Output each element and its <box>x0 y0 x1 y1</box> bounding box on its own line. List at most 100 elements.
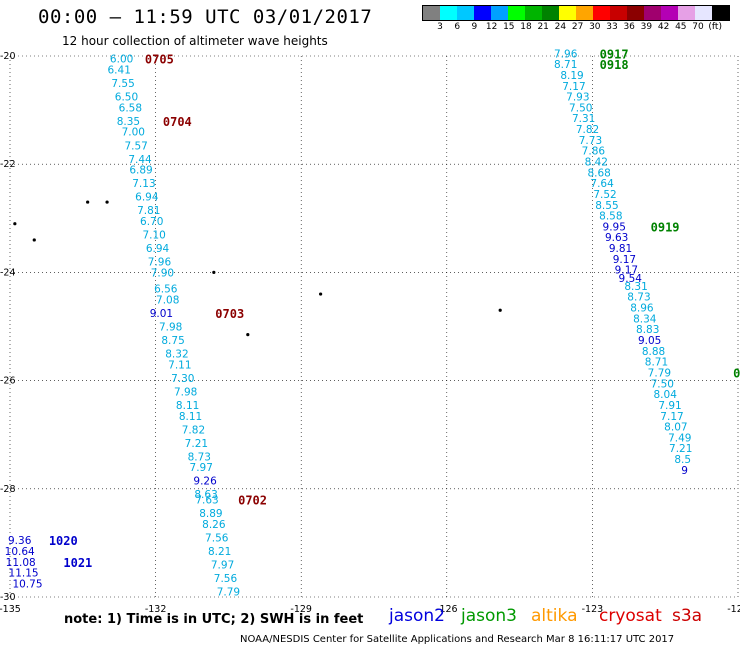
swh-value-label: 8.42 <box>585 156 608 168</box>
swh-value-label: 7.82 <box>576 124 599 136</box>
lon-tick-label: -123 <box>582 604 604 615</box>
swh-value-label: 7.50 <box>569 102 592 114</box>
swh-value-label: 7.49 <box>668 432 691 444</box>
lon-tick-label: -120 <box>727 604 740 615</box>
swh-value-label: 7.98 <box>174 386 197 398</box>
lat-tick-label: -26 <box>0 376 16 387</box>
lat-tick-label: -28 <box>0 484 16 495</box>
swh-value-label: 10.75 <box>12 578 42 590</box>
legend-swatch <box>712 6 729 20</box>
swh-value-label: 7.11 <box>168 359 191 371</box>
legend-label: 33 <box>606 22 618 32</box>
legend-label: 18 <box>520 22 532 32</box>
pass-time-label: 0919 <box>651 220 680 234</box>
swh-value-label: 8.21 <box>208 546 231 558</box>
legend-swatch <box>457 6 474 20</box>
sat-altika: altika <box>531 606 578 626</box>
swh-value-label: 8.32 <box>165 349 188 361</box>
swh-value-label: 8.73 <box>627 292 650 304</box>
legend-label: 3 <box>437 22 443 32</box>
swh-value-label: 7.17 <box>562 81 585 93</box>
island-marker <box>212 270 216 274</box>
swh-value-label: 7.90 <box>151 267 174 279</box>
swh-value-label: 6.58 <box>119 102 142 114</box>
sat-jason2: jason2 <box>389 606 445 626</box>
swh-value-label: 7.50 <box>651 378 674 390</box>
chart-subtitle: 12 hour collection of altimeter wave hei… <box>62 34 328 48</box>
legend-swatch <box>423 6 440 20</box>
pass-time-label: 0918 <box>600 58 629 72</box>
swh-value-label: 8.83 <box>636 324 659 336</box>
chart-title: 00:00 – 11:59 UTC 03/01/2017 <box>38 6 373 28</box>
swh-value-label: 8.63 <box>194 489 217 501</box>
swh-value-label: 7.08 <box>156 294 179 306</box>
swh-value-label: 7.17 <box>660 411 683 423</box>
swh-value-label: 7.79 <box>648 367 671 379</box>
swh-value-label: 7.91 <box>658 400 681 412</box>
legend-swatch <box>695 6 712 20</box>
legend-swatch <box>610 6 627 20</box>
swh-value-label: 7.00 <box>122 127 145 139</box>
lat-tick-label: -30 <box>0 592 16 603</box>
swh-value-label: 8.11 <box>179 411 202 423</box>
swh-value-label: 6.70 <box>140 216 163 228</box>
legend-swatch <box>559 6 576 20</box>
legend-label: 21 <box>537 22 549 32</box>
pass-time-label: 0917 <box>600 47 629 61</box>
color-legend-bar <box>422 5 730 21</box>
swh-value-label: 7.63 <box>195 495 218 507</box>
swh-value-label: 8.89 <box>199 508 222 520</box>
swh-value-label: 7.93 <box>566 92 589 104</box>
swh-value-label: 8.19 <box>560 70 583 82</box>
legend-swatch <box>627 6 644 20</box>
swh-value-label: 9.36 <box>8 535 32 547</box>
island-marker <box>498 308 502 312</box>
swh-value-label: 7.52 <box>593 189 616 201</box>
swh-value-label: 8.55 <box>595 200 618 212</box>
legend-label: 9 <box>471 22 478 32</box>
legend-swatch <box>440 6 457 20</box>
island-marker <box>13 222 17 226</box>
lat-tick-label: -20 <box>0 51 16 62</box>
swh-value-label: 8.34 <box>633 313 657 325</box>
swh-value-label: 8.73 <box>188 451 211 463</box>
sat-cryosat: cryosat <box>599 606 662 626</box>
legend-label: 45 <box>675 22 687 32</box>
swh-value-label: 7.44 <box>128 154 152 166</box>
legend-label: 42 <box>657 22 670 32</box>
legend-label: 39 <box>640 22 653 32</box>
legend-label: 36 <box>623 22 635 32</box>
pass-time-label: 0705 <box>145 53 174 67</box>
legend-label: 70 <box>692 22 704 32</box>
color-legend-labels: 3 6 9 12 15 18 21 24 27 30 33 36 39 42 45 70 (ft) <box>0 22 740 34</box>
swh-value-label: 9.63 <box>605 232 628 244</box>
legend-swatch <box>542 6 559 20</box>
swh-value-label: 6.00 <box>110 54 133 66</box>
pass-time-label: 0704 <box>163 115 192 129</box>
swh-value-label: 8.26 <box>202 519 226 531</box>
swh-value-label: 7.97 <box>190 462 213 474</box>
swh-value-label: 9.01 <box>150 308 173 320</box>
swh-value-label: 8.35 <box>117 116 140 128</box>
swh-value-label: 8.68 <box>587 167 610 179</box>
lon-tick-label: -132 <box>145 604 167 615</box>
swh-value-label: 8.5 <box>674 454 691 466</box>
island-marker <box>32 238 36 242</box>
legend-label: 6 <box>454 22 461 32</box>
swh-value-label: 9 <box>681 465 688 477</box>
swh-value-label: 7.56 <box>205 532 229 544</box>
swh-value-label: 7.64 <box>590 178 614 190</box>
island-marker <box>105 200 109 204</box>
swh-value-label: 8.11 <box>176 400 199 412</box>
pass-time-label: 0703 <box>215 307 244 321</box>
sat-jason3: jason3 <box>461 606 517 626</box>
lon-tick-label: -126 <box>436 604 458 615</box>
swh-value-label: 7.21 <box>669 443 692 455</box>
swh-value-label: 7.98 <box>159 322 182 334</box>
swh-value-label: 8.71 <box>554 59 577 71</box>
credit-line: NOAA/NESDIS Center for Satellite Applica… <box>240 634 675 645</box>
swh-value-label: 7.96 <box>148 257 172 269</box>
swh-value-label: 7.82 <box>182 424 205 436</box>
swh-value-label: 6.56 <box>154 284 178 296</box>
